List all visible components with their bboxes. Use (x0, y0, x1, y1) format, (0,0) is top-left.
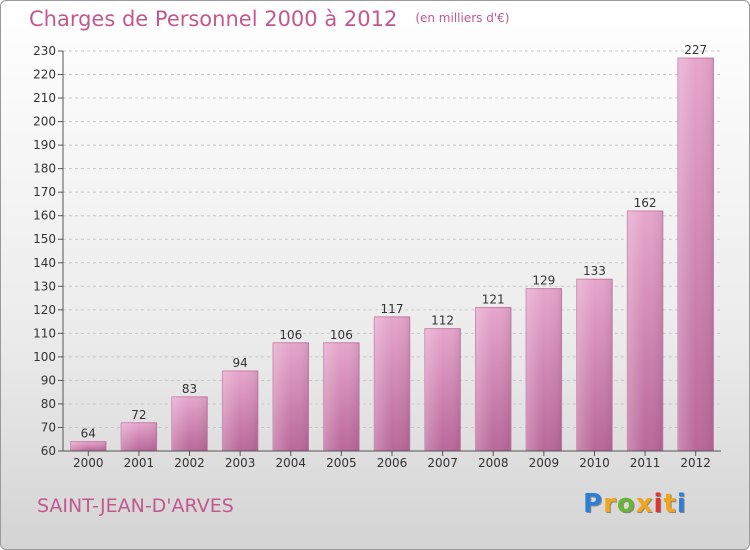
x-tick-label: 2007 (427, 456, 458, 470)
y-tick-label: 190 (33, 138, 56, 152)
y-tick-label: 70 (41, 420, 56, 434)
x-tick-label: 2000 (73, 456, 104, 470)
y-tick-label: 230 (33, 44, 56, 58)
data-label: 227 (684, 43, 707, 57)
bar-shade (121, 422, 157, 451)
bar-shade (70, 441, 107, 451)
y-tick-label: 180 (33, 162, 56, 176)
y-tick-label: 160 (33, 209, 56, 223)
y-tick-label: 140 (33, 256, 56, 270)
y-tick-label: 90 (41, 373, 56, 387)
y-tick-label: 130 (33, 279, 56, 293)
bar-shade (323, 342, 360, 451)
data-label: 121 (482, 292, 505, 306)
y-tick-label: 210 (33, 91, 56, 105)
x-tick-label: 2005 (326, 456, 357, 470)
data-label: 106 (330, 328, 353, 342)
y-tick-label: 200 (33, 115, 56, 129)
x-tick-label: 2006 (377, 456, 408, 470)
x-tick-label: 2002 (174, 456, 205, 470)
y-tick-label: 100 (33, 350, 56, 364)
x-tick-label: 2009 (529, 456, 560, 470)
logo-letter: i (653, 489, 664, 519)
data-label: 83 (182, 382, 197, 396)
x-tick-label: 2003 (225, 456, 256, 470)
bar-shade (576, 279, 613, 451)
y-tick-label: 170 (33, 185, 56, 199)
bar-shade (273, 342, 309, 451)
axis-layer: 60 70 80 90 100 110 120 130 140 150 160 170 180 190 20… (33, 44, 721, 470)
y-tick-label: 60 (41, 444, 56, 458)
y-tick-label: 80 (41, 397, 56, 411)
x-tick-label: 2011 (630, 456, 661, 470)
proxiti-logo: Proxiti (583, 489, 687, 519)
y-tick-label: 150 (33, 232, 56, 246)
chart-title: Charges de Personnel 2000 à 2012 (en mill… (29, 7, 509, 31)
bar-shade (424, 328, 461, 451)
bar-layer: 64 72 83 94 106 106 117 112 121 129 133 162 227 (70, 43, 714, 452)
x-tick-label: 2010 (579, 456, 610, 470)
bar-shade (677, 58, 714, 451)
chart-title-text: Charges de Personnel 2000 à 2012 (29, 7, 398, 31)
data-label: 133 (583, 264, 606, 278)
logo-letter: r (603, 489, 617, 519)
y-tick-label: 110 (33, 326, 56, 340)
data-label: 64 (81, 427, 96, 441)
data-label: 112 (431, 314, 454, 328)
bar-shade (374, 316, 410, 451)
bar-shade (526, 288, 562, 451)
commune-name: SAINT-JEAN-D'ARVES (37, 495, 234, 517)
data-label: 94 (233, 356, 248, 370)
data-label: 162 (634, 196, 657, 210)
bar-shade (171, 396, 208, 451)
bar-shade (222, 371, 258, 451)
y-tick-label: 220 (33, 68, 56, 82)
logo-letter: t (663, 489, 677, 519)
chart-unit: (en milliers d'€) (415, 11, 510, 25)
logo-letter: o (616, 489, 636, 519)
x-tick-label: 2012 (680, 456, 711, 470)
data-label: 106 (279, 328, 302, 342)
logo-letter: P (583, 489, 604, 519)
data-label: 117 (381, 302, 404, 316)
x-tick-label: 2001 (124, 456, 155, 470)
y-tick-label: 120 (33, 303, 56, 317)
x-tick-label: 2008 (478, 456, 509, 470)
data-label: 129 (532, 274, 555, 288)
bar-shade (627, 211, 663, 451)
data-label: 72 (131, 408, 146, 422)
logo-letter: i (676, 489, 687, 519)
logo-letter: x (635, 489, 654, 519)
bar-shade (475, 307, 511, 451)
x-tick-label: 2004 (275, 456, 306, 470)
